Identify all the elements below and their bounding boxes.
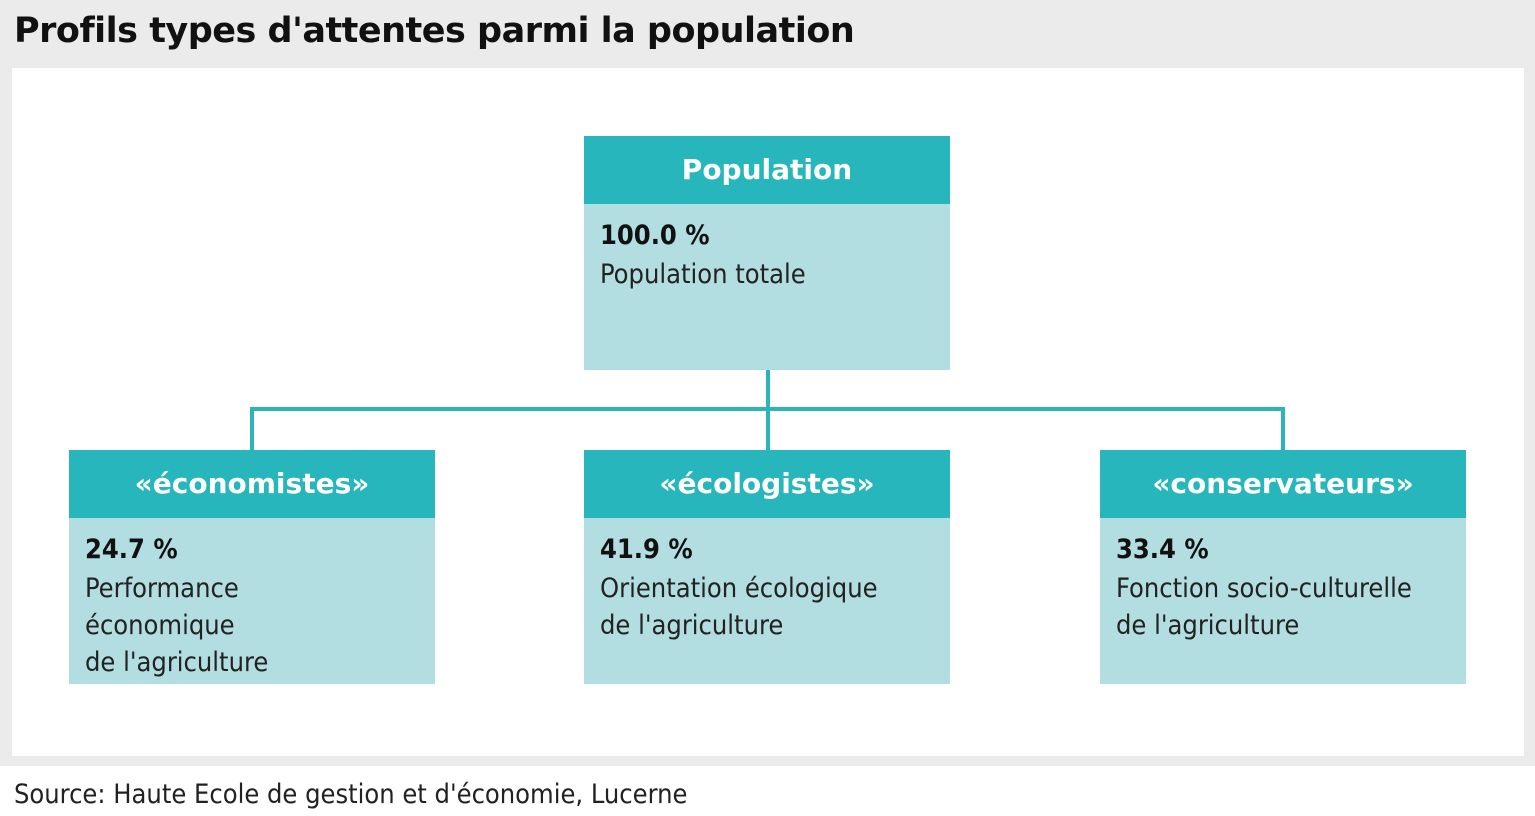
conservateurs-box: «conservateurs» 33.4 % Fonction socio-cu… (1100, 450, 1466, 684)
connector-left-drop (250, 407, 254, 451)
figure-background: Profils types d'attentes parmi la popula… (0, 0, 1535, 766)
source-note: Source: Haute Ecole de gestion et d'écon… (14, 779, 688, 810)
connector-root-stem (766, 370, 770, 410)
figure-title: Profils types d'attentes parmi la popula… (14, 11, 855, 51)
economistes-box-percent: 24.7 % (85, 534, 178, 565)
connector-right-drop (1281, 407, 1285, 451)
ecologistes-box: «écologistes» 41.9 % Orientation écologi… (584, 450, 950, 684)
population-box-description: Population totale (600, 259, 806, 290)
ecologistes-box-header: «écologistes» (584, 450, 950, 518)
economistes-box-description: Performance économique de l'agriculture (85, 573, 269, 678)
conservateurs-box-header: «conservateurs» (1100, 450, 1466, 518)
ecologistes-box-percent: 41.9 % (600, 534, 693, 565)
population-box: Population 100.0 % Population totale (584, 136, 950, 370)
population-box-header: Population (584, 136, 950, 204)
diagram-panel: Population 100.0 % Population totale «éc… (12, 68, 1524, 756)
connector-center-drop (766, 407, 770, 451)
conservateurs-box-percent: 33.4 % (1116, 534, 1209, 565)
economistes-box: «économistes» 24.7 % Performance économi… (69, 450, 435, 684)
economistes-box-header: «économistes» (69, 450, 435, 518)
conservateurs-box-description: Fonction socio-culturelle de l'agricultu… (1116, 573, 1412, 641)
population-box-percent: 100.0 % (600, 220, 710, 251)
ecologistes-box-description: Orientation écologique de l'agriculture (600, 573, 878, 641)
